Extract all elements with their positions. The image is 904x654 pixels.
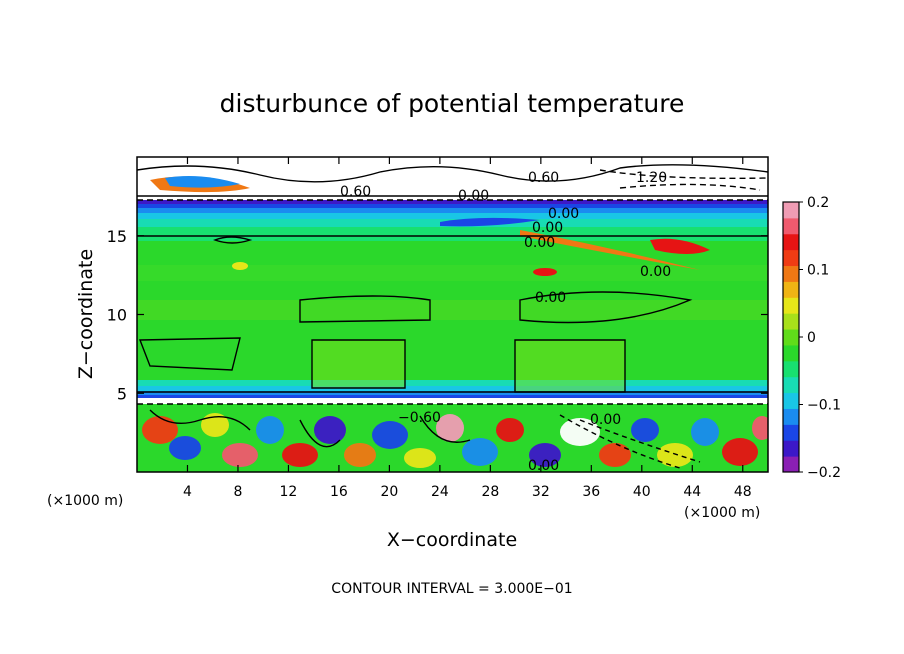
x-tick-label: 4: [183, 484, 192, 500]
colorbar-swatch: [783, 440, 799, 457]
contour-label: 0.00: [524, 235, 555, 251]
y-tick-label: 15: [107, 227, 127, 246]
colorbar-swatch: [783, 329, 799, 346]
x-unit-left: (×1000 m): [47, 493, 123, 509]
x-tick-label: 36: [582, 484, 600, 500]
colorbar-swatch: [783, 249, 799, 267]
x-axis: 4 8 12 16 20 24 28 32 36 40 44 48: [183, 157, 752, 500]
colorbar-swatch: [783, 297, 799, 314]
colorbar-swatch: [783, 408, 799, 425]
colorbar-tick-label: −0.1: [807, 398, 841, 414]
contour-label: 0.00: [532, 220, 563, 236]
y-axis-label: Z−coordinate: [75, 249, 97, 379]
colorbar-swatch: [783, 392, 799, 409]
contour-labels: 0.60 0.60 0.00 1.20 0.00 0.00 0.00 0.00 …: [340, 170, 671, 474]
x-tick-label: 48: [734, 484, 752, 500]
colorbar-swatch: [783, 281, 799, 298]
colorbar-swatch: [783, 424, 799, 441]
colorbar-swatch: [783, 456, 799, 473]
colorbar-tick-label: 0: [807, 330, 816, 346]
colorbar-swatch: [783, 233, 799, 251]
y-tick-label: 5: [117, 384, 127, 403]
y-tick-label: 10: [107, 306, 127, 325]
y-axis: 5 10 15: [107, 227, 768, 403]
contour-label: 0.60: [340, 184, 371, 200]
colorbar-swatch: [783, 202, 799, 219]
contour-label: 0.00: [590, 412, 621, 428]
colorbar-swatch: [783, 344, 799, 362]
x-tick-label: 40: [633, 484, 651, 500]
x-tick-label: 24: [431, 484, 449, 500]
colorbar-swatch: [783, 376, 799, 394]
x-tick-label: 16: [330, 484, 348, 500]
heatmap-field: [137, 157, 768, 472]
contour-label: 0.00: [548, 206, 579, 222]
x-tick-label: 32: [532, 484, 550, 500]
colorbar-swatch: [783, 265, 799, 282]
colorbar-swatch: [783, 313, 799, 330]
x-tick-label: 12: [280, 484, 298, 500]
colorbar-tick-label: 0.2: [807, 195, 829, 211]
colorbar: 0.2 0.1 0 −0.1 −0.2: [782, 195, 841, 481]
contour-lines: [137, 164, 768, 469]
contour-label: 0.00: [458, 188, 489, 204]
contour-label: 0.00: [535, 290, 566, 306]
contour-label: −0.60: [398, 410, 441, 426]
x-tick-label: 28: [481, 484, 499, 500]
x-tick-label: 8: [233, 484, 242, 500]
x-axis-label: X−coordinate: [387, 529, 517, 551]
colorbar-swatch: [783, 217, 799, 235]
x-tick-label: 44: [683, 484, 701, 500]
contour-label: 1.20: [636, 170, 667, 186]
contour-interval-note: CONTOUR INTERVAL = 3.000E−01: [331, 581, 572, 597]
colorbar-swatch: [783, 360, 799, 378]
contour-label: 0.60: [528, 170, 559, 186]
colorbar-tick-label: −0.2: [807, 465, 841, 481]
x-unit-right: (×1000 m): [684, 505, 760, 521]
chart-title: disturbunce of potential temperature: [220, 89, 685, 118]
colorbar-tick-label: 0.1: [807, 263, 829, 279]
x-tick-label: 20: [380, 484, 398, 500]
contour-label: 0.00: [640, 264, 671, 280]
contour-label: 0.00: [528, 458, 559, 474]
